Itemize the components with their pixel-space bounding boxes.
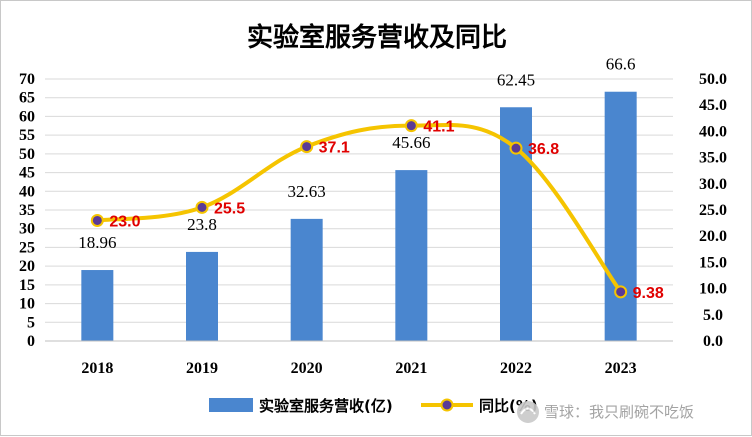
line-data-label: 36.8 <box>528 141 559 158</box>
line-data-label: 41.1 <box>423 119 454 136</box>
left-tick-label: 50 <box>19 146 35 163</box>
right-tick-label: 0.0 <box>703 333 723 350</box>
x-tick-label: 2020 <box>291 360 323 377</box>
bars-layer: 18.96 23.8 32.63 45.66 62.45 66.6 <box>78 55 637 342</box>
bar-data-label: 62.45 <box>497 70 535 89</box>
x-tick-label: 2021 <box>395 360 427 377</box>
right-tick-label: 5.0 <box>703 307 723 324</box>
right-tick-label: 15.0 <box>699 254 727 271</box>
line-layer: 23.0 25.5 37.1 41.1 36.8 9.38 <box>90 119 664 302</box>
left-tick-label: 20 <box>19 258 35 275</box>
watermark: 雪球：我只刷碗不吃饭 <box>517 401 694 423</box>
bar <box>186 251 218 341</box>
line-data-label: 9.38 <box>633 285 664 302</box>
legend-line-marker <box>440 398 454 412</box>
left-tick-label: 35 <box>19 202 35 219</box>
line-data-label: 23.0 <box>109 213 140 230</box>
grid-layer <box>45 78 673 342</box>
right-tick-label: 25.0 <box>699 202 727 219</box>
legend-bar-label: 实验室服务营收(亿) <box>259 397 393 415</box>
right-tick-label: 40.0 <box>699 123 727 140</box>
right-y-axis: 0.0 5.0 10.0 15.0 20.0 25.0 30.0 35.0 40.0 45.0 50… <box>699 71 727 350</box>
bar-data-label: 45.66 <box>392 133 430 152</box>
line-data-label: 37.1 <box>319 140 350 157</box>
left-tick-label: 5 <box>27 314 35 331</box>
left-tick-label: 30 <box>19 221 35 238</box>
x-tick-label: 2023 <box>605 360 637 377</box>
line-marker <box>300 140 314 154</box>
bar-data-label: 32.63 <box>288 182 326 201</box>
left-tick-label: 15 <box>19 277 35 294</box>
bar <box>395 170 428 341</box>
chart-title: 实验室服务营收及同比 <box>247 22 507 53</box>
left-tick-label: 45 <box>19 165 35 182</box>
legend: 实验室服务营收(亿) 同比(%) <box>209 397 538 415</box>
right-tick-label: 50.0 <box>699 71 727 88</box>
x-axis: 2018 2019 2020 2021 2022 2023 <box>45 340 673 377</box>
bar-data-label: 18.96 <box>78 233 116 252</box>
bar-data-label: 66.6 <box>606 55 636 74</box>
line-data-label: 25.5 <box>214 200 245 217</box>
bar <box>81 270 114 341</box>
left-tick-label: 40 <box>19 183 35 200</box>
right-tick-label: 35.0 <box>699 150 727 167</box>
line-marker <box>195 200 209 214</box>
x-tick-label: 2019 <box>186 360 218 377</box>
right-tick-label: 30.0 <box>699 176 727 193</box>
line-marker <box>509 141 523 155</box>
left-tick-label: 65 <box>19 90 35 107</box>
right-tick-label: 20.0 <box>699 228 727 245</box>
snowball-logo-icon <box>517 401 539 423</box>
bar-data-label: 23.8 <box>187 215 217 234</box>
left-tick-label: 25 <box>19 239 35 256</box>
legend-bar-swatch <box>209 398 253 412</box>
left-tick-label: 0 <box>27 333 35 350</box>
left-tick-label: 60 <box>19 108 35 125</box>
left-tick-label: 55 <box>19 127 35 144</box>
right-tick-label: 45.0 <box>699 97 727 114</box>
line-marker <box>90 213 104 227</box>
right-tick-label: 10.0 <box>699 281 727 298</box>
left-tick-label: 10 <box>19 296 35 313</box>
bar <box>290 218 323 341</box>
line-marker <box>404 119 418 133</box>
left-tick-label: 70 <box>19 71 35 88</box>
x-tick-label: 2018 <box>81 360 113 377</box>
bar <box>604 91 637 342</box>
line-marker <box>614 285 628 299</box>
watermark-text: 雪球：我只刷碗不吃饭 <box>544 403 694 421</box>
x-tick-label: 2022 <box>500 360 532 377</box>
